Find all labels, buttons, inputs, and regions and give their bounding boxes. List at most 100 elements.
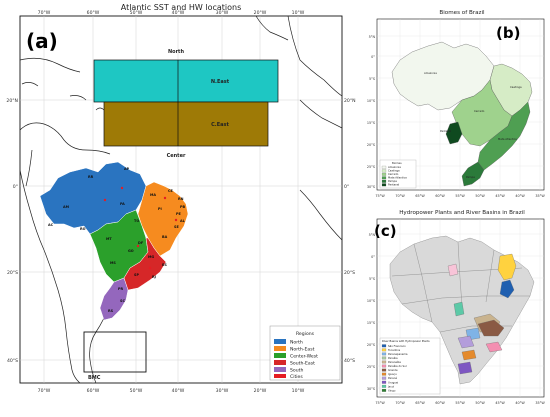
lon-tick: 60°W bbox=[87, 10, 100, 16]
legend-swatch bbox=[381, 348, 387, 352]
legend-label: Paraná bbox=[388, 376, 397, 380]
legend-label: Cities bbox=[290, 374, 303, 380]
lat-tick: 5°S bbox=[369, 277, 375, 281]
legend-label: Paranapanema bbox=[388, 352, 408, 356]
lat-tick: 30°S bbox=[367, 387, 375, 391]
lon-tick: 40°W bbox=[172, 10, 185, 16]
legend-label: Center-West bbox=[290, 354, 318, 360]
lat-tick: 0° bbox=[13, 184, 18, 190]
legend-label: Xingu bbox=[388, 388, 396, 392]
lon-tick: 65°W bbox=[415, 194, 425, 198]
state-label: ES bbox=[162, 263, 167, 267]
lon-tick: 60°W bbox=[87, 388, 100, 394]
map-c: Hydropower Plants and River Basins in Br… bbox=[367, 210, 545, 405]
basin-grande bbox=[477, 319, 505, 337]
legend-label: North bbox=[290, 340, 303, 346]
state-label: MS bbox=[110, 261, 116, 265]
lat-ticks-c: 5°N 0° 5°S 10°S 15°S 20°S 25°S 30°S bbox=[367, 233, 376, 391]
lat-tick: 10°S bbox=[367, 299, 375, 303]
state-label: SP bbox=[134, 273, 139, 277]
legend-label: São Francisco bbox=[388, 344, 406, 348]
legend-swatch bbox=[381, 368, 387, 372]
legend-label: Paranaíba bbox=[388, 360, 401, 364]
panel-a: Atlantic SST and HW locations 70°W 60°W … bbox=[6, 3, 356, 394]
biomes-legend: Biomes Amazonia Caatinga Cerrado Mata At… bbox=[379, 159, 417, 189]
regions-legend: Regions North North-East Center-West Sou… bbox=[269, 325, 341, 381]
biomes bbox=[391, 41, 533, 187]
legend-label: Grande bbox=[388, 368, 398, 372]
legend-title: Regions bbox=[296, 331, 315, 337]
lon-tick: 55°W bbox=[455, 194, 465, 198]
lon-tick: 65°W bbox=[415, 401, 425, 405]
state-label: SE bbox=[174, 225, 179, 229]
city-dots bbox=[103, 186, 178, 270]
legend-swatch bbox=[381, 364, 387, 368]
map-a: Atlantic SST and HW locations 70°W 60°W … bbox=[6, 3, 355, 394]
legend-label: Tocantins bbox=[388, 348, 401, 352]
legend-swatch bbox=[381, 176, 387, 180]
legend-label: Iguaçu bbox=[388, 372, 397, 376]
legend-swatch bbox=[381, 169, 387, 173]
legend-swatch bbox=[381, 179, 387, 183]
state-label: PA bbox=[120, 202, 125, 206]
legend-swatch bbox=[274, 339, 286, 344]
basin-line bbox=[457, 241, 463, 307]
lon-tick: 75°W bbox=[375, 401, 385, 405]
basin-line bbox=[485, 249, 495, 303]
lat-tick: 20°S bbox=[367, 343, 375, 347]
state-label: RO bbox=[80, 227, 86, 231]
lon-tick: 40°W bbox=[515, 194, 525, 198]
legend-swatch bbox=[381, 372, 387, 376]
legend-label: Jacuí bbox=[387, 384, 394, 388]
legend-swatch bbox=[381, 388, 387, 392]
state-label: SC bbox=[120, 299, 125, 303]
lat-tick: 15°S bbox=[367, 121, 375, 125]
box-north bbox=[93, 59, 279, 103]
lat-tick: 0° bbox=[371, 255, 375, 259]
lon-tick: 60°W bbox=[435, 194, 445, 198]
lat-tick: 25°S bbox=[367, 165, 375, 169]
legend-label: South bbox=[290, 368, 303, 374]
lat-tick: 40°S bbox=[7, 358, 18, 364]
region-north-east bbox=[137, 181, 189, 257]
basin-parana bbox=[457, 335, 475, 349]
lon-tick: 70°W bbox=[395, 401, 405, 405]
legend-label: Pantanal bbox=[388, 183, 400, 187]
state-label: DF bbox=[138, 241, 144, 245]
state-label: AC bbox=[48, 223, 54, 227]
box-bmc bbox=[83, 331, 147, 373]
biome-label: Pampa bbox=[466, 175, 475, 179]
city-dot bbox=[163, 196, 167, 200]
brazil-regions bbox=[39, 161, 189, 321]
legend-swatch bbox=[381, 376, 387, 380]
basin-xingu bbox=[447, 263, 459, 277]
legend-label: Paraíba bbox=[388, 356, 398, 360]
panel-c-title: Hydropower Plants and River Basins in Br… bbox=[399, 210, 525, 216]
lat-ticks-a: 20°N 0° 20°S 40°S 20°N 0° 20°S 40°S bbox=[6, 98, 355, 364]
legend-swatch bbox=[381, 384, 387, 388]
biome-label: Mata Atlantica bbox=[498, 137, 517, 141]
legend-swatch bbox=[274, 360, 286, 365]
lat-tick: 20°S bbox=[367, 143, 375, 147]
state-label: TO bbox=[134, 219, 139, 223]
panel-b: Biomes of Brazil Amazonia Caatinga Cerra… bbox=[362, 0, 550, 205]
basins-legend: River Basins with Hydropower Plants São … bbox=[379, 337, 441, 395]
lat-tick: 20°N bbox=[6, 98, 18, 104]
biome-mata-atlantica bbox=[477, 101, 531, 171]
biome-pampa bbox=[461, 161, 485, 187]
legend-swatch bbox=[274, 353, 286, 358]
map-b: Biomes of Brazil Amazonia Caatinga Cerra… bbox=[367, 10, 545, 198]
lat-tick: 15°S bbox=[367, 321, 375, 325]
lat-tick: 20°S bbox=[344, 270, 355, 276]
lon-tick: 45°W bbox=[495, 194, 505, 198]
legend-items: São FranciscoTocantinsParanapanemaParaíb… bbox=[381, 344, 408, 392]
basin-uruguai bbox=[457, 361, 473, 375]
basin-jacui bbox=[453, 301, 465, 317]
legend-swatch bbox=[274, 374, 286, 378]
lon-tick: 45°W bbox=[495, 401, 505, 405]
panel-a-label: (a) bbox=[26, 29, 58, 53]
biome-label: Caatinga bbox=[510, 85, 522, 89]
lat-tick: 20°S bbox=[7, 270, 18, 276]
lon-tick: 30°W bbox=[216, 388, 229, 394]
legend-swatch bbox=[381, 165, 387, 169]
